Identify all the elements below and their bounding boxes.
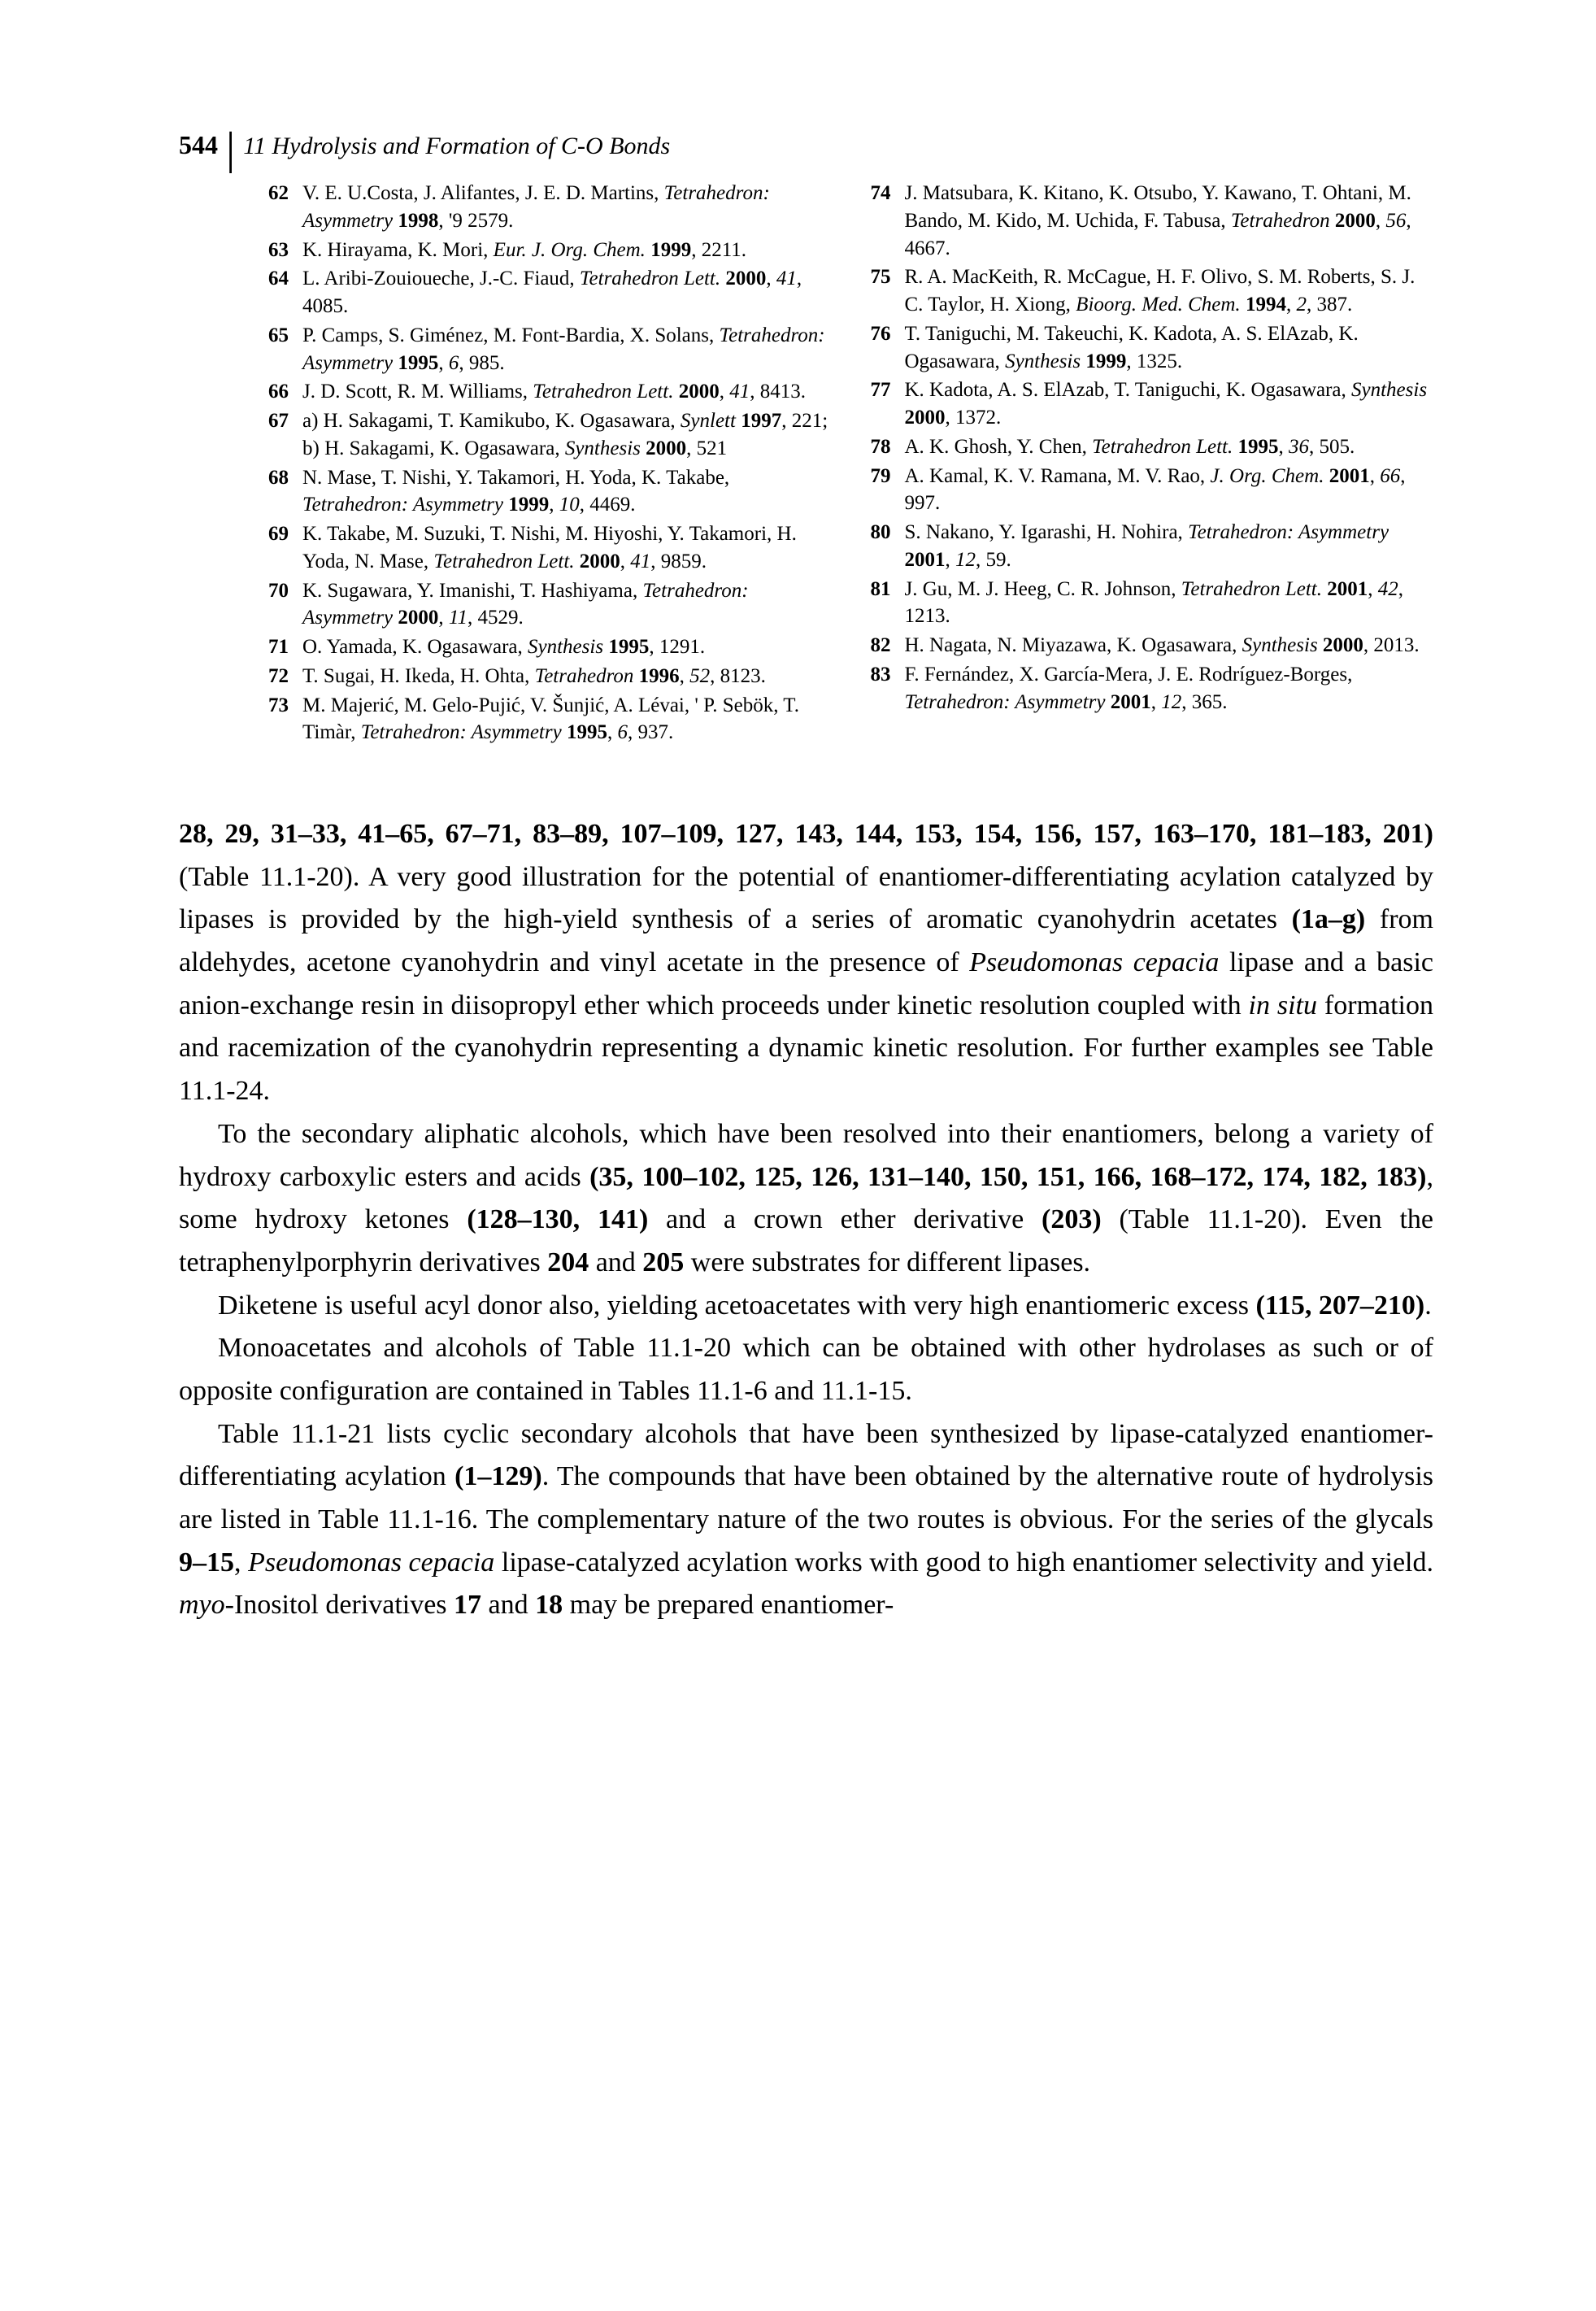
reference-text: K. Sugawara, Y. Imanishi, T. Hashiyama, … (302, 577, 832, 633)
reference-item: 62V. E. U.Costa, J. Alifantes, J. E. D. … (268, 180, 832, 235)
reference-item: 64L. Aribi-Zouioueche, J.-C. Fiaud, Tetr… (268, 265, 832, 320)
reference-item: 72T. Sugai, H. Ikeda, H. Ohta, Tetrahedr… (268, 663, 832, 690)
reference-number: 76 (871, 320, 905, 376)
chapter-number: 11 (243, 133, 266, 159)
reference-text: A. Kamal, K. V. Ramana, M. V. Rao, J. Or… (905, 463, 1434, 518)
body-paragraph: Table 11.1-21 lists cyclic secondary alc… (179, 1413, 1433, 1627)
chapter-title: 11 Hydrolysis and Formation of C-O Bonds (243, 133, 670, 160)
reference-number: 68 (268, 464, 302, 520)
reference-number: 81 (871, 576, 905, 631)
reference-number: 62 (268, 180, 302, 235)
reference-number: 75 (871, 263, 905, 319)
body-paragraph: To the secondary aliphatic alcohols, whi… (179, 1113, 1433, 1285)
reference-item: 81J. Gu, M. J. Heeg, C. R. Johnson, Tetr… (871, 576, 1434, 631)
body-paragraph: Monoacetates and alcohols of Table 11.1-… (179, 1327, 1433, 1412)
reference-item: 71O. Yamada, K. Ogasawara, Synthesis 199… (268, 633, 832, 661)
reference-item: 70K. Sugawara, Y. Imanishi, T. Hashiyama… (268, 577, 832, 633)
reference-number: 64 (268, 265, 302, 320)
reference-item: 75R. A. MacKeith, R. McCague, H. F. Oliv… (871, 263, 1434, 319)
reference-number: 72 (268, 663, 302, 690)
reference-text: N. Mase, T. Nishi, Y. Takamori, H. Yoda,… (302, 464, 832, 520)
reference-number: 71 (268, 633, 302, 661)
reference-text: F. Fernández, X. García-Mera, J. E. Rodr… (905, 661, 1434, 716)
reference-number: 83 (871, 661, 905, 716)
body-paragraph: Diketene is useful acyl donor also, yiel… (179, 1285, 1433, 1328)
reference-item: 80S. Nakano, Y. Igarashi, H. Nohira, Tet… (871, 519, 1434, 574)
reference-number: 80 (871, 519, 905, 574)
reference-text: K. Kadota, A. S. ElAzab, T. Taniguchi, K… (905, 376, 1434, 432)
reference-text: a) H. Sakagami, T. Kamikubo, K. Ogasawar… (302, 407, 832, 463)
reference-number: 63 (268, 237, 302, 264)
reference-number: 70 (268, 577, 302, 633)
reference-text: A. K. Ghosh, Y. Chen, Tetrahedron Lett. … (905, 433, 1434, 461)
body-paragraph: 28, 29, 31–33, 41–65, 67–71, 83–89, 107–… (179, 813, 1433, 1113)
reference-text: M. Majerić, M. Gelo-Pujić, V. Šunjić, A.… (302, 692, 832, 747)
page-number: 544 (179, 130, 218, 160)
reference-item: 76T. Taniguchi, M. Takeuchi, K. Kadota, … (871, 320, 1434, 376)
reference-text: L. Aribi-Zouioueche, J.-C. Fiaud, Tetrah… (302, 265, 832, 320)
reference-item: 78A. K. Ghosh, Y. Chen, Tetrahedron Lett… (871, 433, 1434, 461)
reference-item: 73M. Majerić, M. Gelo-Pujić, V. Šunjić, … (268, 692, 832, 747)
reference-item: 82H. Nagata, N. Miyazawa, K. Ogasawara, … (871, 632, 1434, 659)
reference-item: 68N. Mase, T. Nishi, Y. Takamori, H. Yod… (268, 464, 832, 520)
running-header: 544 | 11 Hydrolysis and Formation of C-O… (179, 130, 1433, 160)
reference-text: J. Gu, M. J. Heeg, C. R. Johnson, Tetrah… (905, 576, 1434, 631)
reference-text: H. Nagata, N. Miyazawa, K. Ogasawara, Sy… (905, 632, 1434, 659)
references-block: 62V. E. U.Costa, J. Alifantes, J. E. D. … (268, 180, 1433, 748)
reference-text: J. Matsubara, K. Kitano, K. Otsubo, Y. K… (905, 180, 1434, 262)
reference-number: 82 (871, 632, 905, 659)
reference-text: T. Sugai, H. Ikeda, H. Ohta, Tetrahedron… (302, 663, 832, 690)
reference-item: 77K. Kadota, A. S. ElAzab, T. Taniguchi,… (871, 376, 1434, 432)
reference-item: 66J. D. Scott, R. M. Williams, Tetrahedr… (268, 378, 832, 406)
reference-text: O. Yamada, K. Ogasawara, Synthesis 1995,… (302, 633, 832, 661)
reference-item: 83F. Fernández, X. García-Mera, J. E. Ro… (871, 661, 1434, 716)
reference-item: 69K. Takabe, M. Suzuki, T. Nishi, M. Hiy… (268, 520, 832, 576)
reference-text: J. D. Scott, R. M. Williams, Tetrahedron… (302, 378, 832, 406)
reference-text: V. E. U.Costa, J. Alifantes, J. E. D. Ma… (302, 180, 832, 235)
reference-number: 74 (871, 180, 905, 262)
reference-number: 65 (268, 322, 302, 377)
reference-item: 79A. Kamal, K. V. Ramana, M. V. Rao, J. … (871, 463, 1434, 518)
reference-number: 73 (268, 692, 302, 747)
reference-text: K. Hirayama, K. Mori, Eur. J. Org. Chem.… (302, 237, 832, 264)
body-text: 28, 29, 31–33, 41–65, 67–71, 83–89, 107–… (179, 813, 1433, 1627)
reference-number: 78 (871, 433, 905, 461)
reference-text: T. Taniguchi, M. Takeuchi, K. Kadota, A.… (905, 320, 1434, 376)
reference-text: P. Camps, S. Giménez, M. Font-Bardia, X.… (302, 322, 832, 377)
reference-number: 67 (268, 407, 302, 463)
reference-item: 65P. Camps, S. Giménez, M. Font-Bardia, … (268, 322, 832, 377)
references-left-column: 62V. E. U.Costa, J. Alifantes, J. E. D. … (268, 180, 832, 748)
reference-text: K. Takabe, M. Suzuki, T. Nishi, M. Hiyos… (302, 520, 832, 576)
reference-number: 77 (871, 376, 905, 432)
reference-number: 69 (268, 520, 302, 576)
reference-number: 66 (268, 378, 302, 406)
references-right-column: 74J. Matsubara, K. Kitano, K. Otsubo, Y.… (871, 180, 1434, 748)
reference-number: 79 (871, 463, 905, 518)
reference-item: 63K. Hirayama, K. Mori, Eur. J. Org. Che… (268, 237, 832, 264)
reference-item: 67a) H. Sakagami, T. Kamikubo, K. Ogasaw… (268, 407, 832, 463)
reference-text: S. Nakano, Y. Igarashi, H. Nohira, Tetra… (905, 519, 1434, 574)
reference-text: R. A. MacKeith, R. McCague, H. F. Olivo,… (905, 263, 1434, 319)
reference-item: 74J. Matsubara, K. Kitano, K. Otsubo, Y.… (871, 180, 1434, 262)
chapter-name: Hydrolysis and Formation of C-O Bonds (272, 133, 671, 159)
